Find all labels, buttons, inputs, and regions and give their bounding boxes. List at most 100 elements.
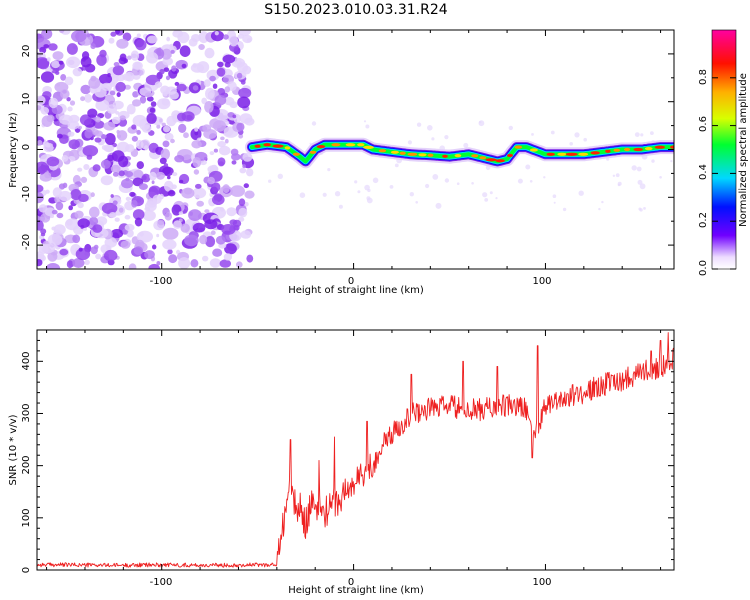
noise-blob xyxy=(66,260,74,269)
noise-blob xyxy=(210,30,225,42)
noise-speckle xyxy=(598,207,601,211)
noise-blob xyxy=(240,230,252,239)
noise-blob xyxy=(224,97,235,106)
noise-speckle xyxy=(365,124,370,129)
noise-speckle xyxy=(550,130,555,135)
noise-blob xyxy=(154,81,163,88)
trace-hotspot xyxy=(471,154,479,158)
tick-label-bot-x-0: -100 xyxy=(150,577,173,588)
noise-blob xyxy=(141,175,147,181)
noise-blob xyxy=(194,127,199,132)
noise-blob xyxy=(59,248,69,256)
noise-speckle xyxy=(456,182,460,185)
noise-blob xyxy=(165,75,171,81)
noise-blob xyxy=(60,74,67,81)
noise-blob xyxy=(67,131,75,137)
noise-blob xyxy=(68,139,80,150)
noise-blob xyxy=(72,258,85,268)
noise-blob xyxy=(111,116,121,125)
noise-speckle xyxy=(631,165,637,171)
noise-blob xyxy=(146,96,154,102)
noise-blob xyxy=(40,228,47,235)
noise-blob xyxy=(66,97,71,102)
noise-blob xyxy=(114,217,120,222)
noise-speckle xyxy=(615,173,620,178)
noise-blob xyxy=(125,177,130,182)
noise-blob xyxy=(242,164,246,169)
noise-blob xyxy=(237,96,251,109)
noise-speckle xyxy=(650,131,654,136)
trace-hotspot xyxy=(590,151,600,155)
noise-speckle xyxy=(639,183,646,190)
noise-blob xyxy=(66,43,78,55)
noise-blob xyxy=(136,140,144,150)
noise-blob xyxy=(112,200,118,206)
noise-blob xyxy=(40,107,50,115)
noise-blob xyxy=(51,209,58,215)
noise-blob xyxy=(239,167,247,174)
noise-blob xyxy=(244,202,249,207)
noise-blob xyxy=(236,122,245,132)
noise-blob xyxy=(123,58,128,64)
noise-blob xyxy=(37,259,43,267)
noise-blob xyxy=(173,220,182,229)
noise-blob xyxy=(145,92,152,98)
noise-speckle xyxy=(425,183,430,189)
noise-blob xyxy=(124,223,135,232)
noise-blob xyxy=(243,183,249,189)
noise-blob xyxy=(86,33,91,38)
noise-blob xyxy=(201,97,208,105)
noise-blob xyxy=(100,175,114,186)
noise-speckle xyxy=(409,192,414,197)
spectrogram-y-axis-label: Frequency (Hz) xyxy=(8,112,19,188)
trace-hotspot xyxy=(316,145,326,149)
noise-blob xyxy=(77,218,90,229)
tick-label-bot-x-1: 0 xyxy=(348,577,354,588)
noise-region xyxy=(37,30,673,269)
noise-blob xyxy=(83,164,90,170)
noise-speckle xyxy=(508,125,513,131)
noise-blob xyxy=(136,33,141,38)
noise-blob xyxy=(217,157,226,166)
noise-blob xyxy=(125,196,131,201)
noise-blob xyxy=(92,164,101,172)
noise-speckle xyxy=(634,132,640,138)
figure-title: S150.2023.010.03.31.R24 xyxy=(264,2,447,18)
noise-blob xyxy=(159,193,164,200)
noise-blob xyxy=(212,83,218,89)
noise-blob xyxy=(166,36,171,42)
noise-speckle xyxy=(338,204,343,209)
noise-blob xyxy=(42,91,52,99)
noise-blob xyxy=(133,169,144,179)
noise-blob xyxy=(203,129,218,139)
noise-blob xyxy=(242,34,253,44)
snr-ticks xyxy=(37,330,674,571)
noise-blob xyxy=(177,31,190,44)
trace-hotspot xyxy=(263,143,272,147)
trace-hotspot xyxy=(578,152,589,156)
noise-blob xyxy=(139,95,147,104)
trace-hotspot xyxy=(378,149,387,153)
noise-speckle xyxy=(578,190,584,196)
noise-blob xyxy=(101,134,107,139)
noise-blob xyxy=(178,257,191,269)
noise-blob xyxy=(52,51,64,61)
noise-blob xyxy=(212,194,225,205)
noise-blob xyxy=(238,207,248,218)
noise-blob xyxy=(179,45,191,57)
noise-blob xyxy=(72,234,81,244)
noise-blob xyxy=(84,93,92,103)
noise-blob xyxy=(108,37,115,44)
noise-speckle xyxy=(643,207,646,210)
snr-x-axis-label: Height of straight line (km) xyxy=(288,585,424,596)
noise-blob xyxy=(163,163,169,168)
tick-label-top-x-1: 0 xyxy=(348,276,354,287)
noise-blob xyxy=(110,31,117,37)
noise-speckle xyxy=(334,191,341,197)
noise-blob xyxy=(124,214,131,220)
noise-blob xyxy=(196,61,210,74)
noise-speckle xyxy=(431,137,435,141)
noise-blob xyxy=(163,67,170,72)
noise-speckle xyxy=(327,168,331,172)
noise-blob xyxy=(104,133,116,145)
